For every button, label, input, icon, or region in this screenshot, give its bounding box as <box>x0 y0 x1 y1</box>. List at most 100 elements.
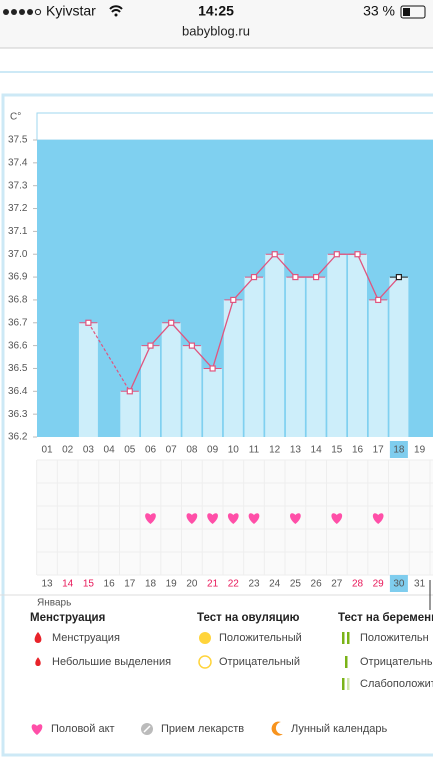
heart <box>227 513 239 524</box>
y-tick-label: 36.5 <box>8 363 28 374</box>
heart <box>31 724 43 735</box>
date-label: 25 <box>290 579 302 590</box>
heart <box>207 513 218 524</box>
y-tick-label: 36.6 <box>8 340 28 351</box>
x-tick-label: 14 <box>311 445 323 456</box>
marker <box>147 342 154 349</box>
y-tick-label: 36.3 <box>8 409 28 420</box>
bar <box>265 254 285 437</box>
marker <box>188 342 195 349</box>
date-label: 30 <box>393 579 405 590</box>
marker <box>292 273 299 281</box>
heart <box>186 513 198 524</box>
marker <box>126 388 133 395</box>
date-label: 23 <box>248 579 260 590</box>
heart <box>290 513 301 524</box>
legend-title: Тест на беременн <box>338 612 433 624</box>
y-tick-label: 36.7 <box>8 317 28 328</box>
heart <box>248 513 260 524</box>
y-tick-label: 37.0 <box>8 249 28 260</box>
bar <box>389 277 409 437</box>
x-tick-label: 06 <box>145 445 157 456</box>
date-label: 28 <box>352 579 364 590</box>
bar-icon <box>347 678 350 690</box>
signal <box>3 8 42 16</box>
heart <box>145 513 156 524</box>
negative-icon <box>198 655 212 669</box>
gap-connector <box>87 322 131 392</box>
carrier: Kyivstar <box>46 3 96 19</box>
bar <box>285 277 305 437</box>
date-label: 24 <box>269 579 281 590</box>
y-tick-label: 36.8 <box>8 295 28 306</box>
x-tick-label: 17 <box>373 445 385 456</box>
pill-line <box>143 725 151 733</box>
x-tick-label: 04 <box>104 445 116 456</box>
legend-item: Менструация <box>52 632 120 644</box>
date-label: 17 <box>124 579 136 590</box>
date-label: 21 <box>207 579 219 590</box>
url: babyblog.ru <box>182 23 250 38</box>
marker <box>354 251 361 258</box>
date-label: 22 <box>228 579 240 590</box>
clock: 14:25 <box>198 3 234 19</box>
marker <box>395 273 402 281</box>
x-tick-label: 12 <box>269 445 281 456</box>
bar <box>368 299 388 437</box>
battery-text: 33 % <box>363 3 395 19</box>
y-tick-label: 36.9 <box>8 272 28 283</box>
bar <box>141 345 160 437</box>
y-tick-label: 37.5 <box>8 135 28 146</box>
bar <box>203 368 223 437</box>
legend-extra: Лунный календарь <box>291 723 388 735</box>
date-label: 27 <box>331 579 343 590</box>
wifi <box>109 5 123 13</box>
date-label: 15 <box>83 579 95 590</box>
y-tick-label: 37.4 <box>8 157 28 168</box>
moon-icon <box>271 721 283 736</box>
date-label: 13 <box>41 579 53 590</box>
marker <box>333 251 340 258</box>
bar-icon <box>345 656 348 668</box>
x-tick-label: 19 <box>414 445 426 456</box>
x-tick-label: 13 <box>290 445 302 456</box>
legend-item: Слабоположит <box>360 678 433 690</box>
y-tick-label: 36.4 <box>8 386 28 397</box>
bar <box>244 277 264 437</box>
x-tick-label: 10 <box>228 445 240 456</box>
date-label: 31 <box>414 579 426 590</box>
bar <box>306 277 326 437</box>
legend-item: Положительный <box>219 632 302 644</box>
marker <box>250 273 258 281</box>
date-label: 29 <box>373 579 385 590</box>
bar <box>120 391 140 437</box>
legend-item: Положительн <box>360 632 429 644</box>
bar <box>78 322 98 437</box>
x-tick-label: 09 <box>207 445 219 456</box>
positive-icon <box>199 632 211 644</box>
y-tick-label: 37.3 <box>8 180 28 191</box>
month: Январь <box>37 598 71 609</box>
y-tick-label: 37.2 <box>8 203 28 214</box>
wifi-dot <box>114 13 118 17</box>
bar-icon <box>347 632 350 644</box>
legend-item: Отрицательны <box>360 656 433 668</box>
marker <box>168 319 175 326</box>
marker <box>271 251 278 258</box>
x-tick-label: 16 <box>352 445 364 456</box>
card <box>1 93 433 757</box>
drop-icon <box>35 657 41 666</box>
bar <box>348 254 367 437</box>
selected-date <box>389 575 408 592</box>
bar-icon <box>342 632 345 644</box>
legend-item: Отрицательный <box>219 656 300 668</box>
bar <box>327 254 347 437</box>
x-tick-label: 18 <box>393 445 405 456</box>
heart <box>331 513 343 524</box>
battery-level <box>403 8 410 16</box>
marker <box>375 296 382 304</box>
marker <box>85 319 92 326</box>
legend-title: Тест на овуляцию <box>197 612 300 624</box>
drop-icon <box>34 632 42 643</box>
